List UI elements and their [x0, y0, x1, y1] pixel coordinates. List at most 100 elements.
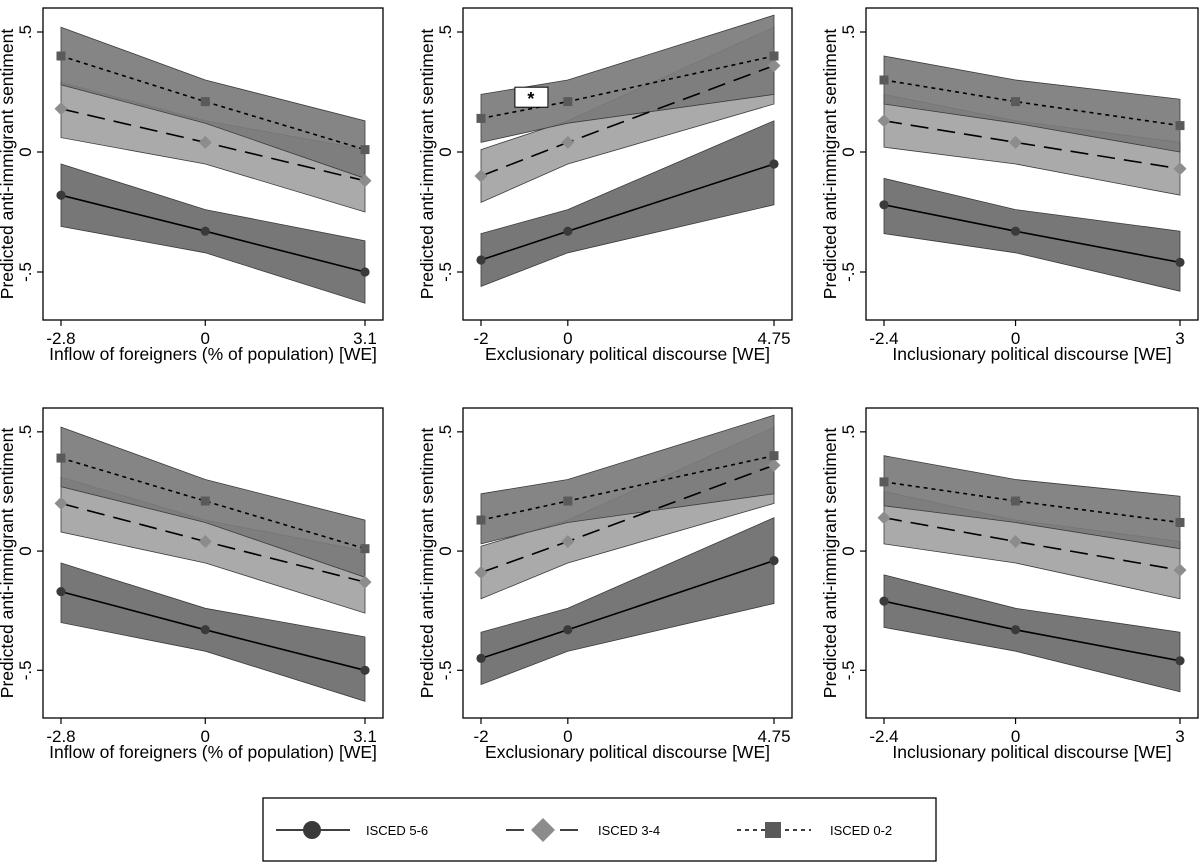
legend-marker-diamond — [531, 818, 555, 842]
data-point-isced-5-6 — [56, 587, 66, 597]
data-point-isced-3-4 — [1009, 135, 1023, 149]
data-point-isced-3-4 — [877, 511, 891, 525]
y-tick-label: .5 — [436, 25, 455, 39]
x-tick-label: 0 — [563, 727, 572, 746]
data-point-isced-0-2 — [563, 496, 573, 506]
data-point-isced-5-6 — [769, 159, 779, 169]
data-point-isced-3-4 — [561, 535, 575, 549]
x-tick-label: 0 — [1011, 727, 1020, 746]
data-point-isced-0-2 — [476, 113, 486, 123]
data-point-isced-0-2 — [1011, 496, 1021, 506]
series-line-isced-3-4 — [883, 516, 1181, 571]
y-tick-label: -.5 — [839, 262, 858, 282]
y-tick-label: -.5 — [16, 262, 35, 282]
legend-box — [262, 797, 937, 862]
x-tick-label: 0 — [201, 329, 210, 348]
data-point-isced-3-4 — [198, 135, 212, 149]
data-point-isced-3-4 — [877, 114, 891, 128]
data-point-isced-5-6 — [769, 556, 779, 566]
y-tick-label: .5 — [839, 25, 858, 39]
ci-band-isced-0-2 — [883, 455, 1181, 550]
x-axis-title: Inclusionary political discourse [WE] — [892, 344, 1171, 364]
x-tick-label: -2.8 — [46, 329, 75, 348]
data-point-isced-5-6 — [1175, 257, 1185, 267]
data-point-isced-5-6 — [200, 226, 210, 236]
y-axis-title: Predicted anti-immigrant sentiment — [417, 428, 437, 699]
y-tick-label: -.5 — [436, 262, 455, 282]
x-axis-title: Inclusionary political discourse [WE] — [892, 742, 1171, 762]
x-tick-label: 3.1 — [353, 329, 377, 348]
y-tick-label: 0 — [436, 147, 455, 156]
legend-label: ISCED 0-2 — [830, 823, 892, 838]
x-tick-label: -2.8 — [46, 727, 75, 746]
data-point-isced-5-6 — [200, 625, 210, 635]
data-point-isced-3-4 — [358, 174, 372, 188]
data-point-isced-3-4 — [54, 102, 68, 116]
series-line-isced-0-2 — [60, 457, 366, 550]
series-line-isced-3-4 — [883, 120, 1181, 170]
data-point-isced-3-4 — [767, 59, 781, 73]
x-tick-label: -2.4 — [869, 727, 898, 746]
x-tick-label: 0 — [563, 329, 572, 348]
legend-marker-square — [765, 822, 781, 838]
ci-band-isced-0-2 — [883, 55, 1181, 153]
y-tick-label: .5 — [436, 425, 455, 439]
data-point-isced-3-4 — [767, 458, 781, 472]
data-point-isced-0-2 — [56, 51, 66, 61]
y-axis-title: Predicted anti-immigrant sentiment — [0, 29, 17, 300]
x-tick-label: 0 — [201, 727, 210, 746]
data-point-isced-5-6 — [476, 255, 486, 265]
x-axis-title: Exclusionary political discourse [WE] — [485, 344, 770, 364]
y-tick-label: -.5 — [436, 660, 455, 680]
x-tick-label: 4.75 — [757, 329, 790, 348]
data-point-isced-0-2 — [769, 451, 779, 461]
y-tick-label: 0 — [16, 147, 35, 156]
data-point-isced-3-4 — [358, 575, 372, 589]
data-point-isced-0-2 — [360, 544, 370, 554]
data-point-isced-5-6 — [879, 200, 889, 210]
y-tick-label: .5 — [839, 425, 858, 439]
data-point-isced-5-6 — [56, 190, 66, 200]
x-tick-label: 4.75 — [757, 727, 790, 746]
plot-frame — [865, 407, 1199, 719]
y-tick-label: 0 — [839, 147, 858, 156]
data-point-isced-0-2 — [1175, 121, 1185, 131]
data-point-isced-3-4 — [1009, 535, 1023, 549]
legend: ISCED 5-6 ISCED 3-4 ISCED 0-2 — [262, 797, 937, 862]
x-tick-label: 3 — [1175, 727, 1184, 746]
data-point-isced-5-6 — [1010, 625, 1021, 635]
ci-band-isced-5-6 — [480, 120, 775, 287]
y-tick-label: -.5 — [16, 660, 35, 680]
data-point-isced-5-6 — [360, 267, 370, 277]
x-tick-label: 3.1 — [353, 727, 377, 746]
data-point-isced-3-4 — [54, 496, 68, 510]
data-point-isced-0-2 — [1011, 97, 1021, 107]
data-point-isced-5-6 — [1010, 226, 1021, 236]
ci-band-isced-5-6 — [480, 517, 775, 686]
y-tick-label: 0 — [436, 546, 455, 555]
annotation-text: * — [527, 89, 534, 109]
x-tick-label: -2 — [473, 329, 488, 348]
data-point-isced-0-2 — [476, 515, 486, 525]
y-tick-label: .5 — [16, 425, 35, 439]
y-tick-label: 0 — [16, 546, 35, 555]
legend-marker-circle — [303, 821, 321, 839]
y-axis-title: Predicted anti-immigrant sentiment — [820, 428, 840, 699]
x-tick-label: 0 — [1011, 329, 1020, 348]
data-point-isced-3-4 — [561, 135, 575, 149]
data-point-isced-3-4 — [1173, 162, 1187, 176]
y-axis-title: Predicted anti-immigrant sentiment — [820, 29, 840, 300]
x-axis-title: Inflow of foreigners (% of population) [… — [49, 742, 377, 762]
data-point-isced-0-2 — [879, 75, 889, 85]
data-point-isced-0-2 — [769, 51, 779, 61]
y-axis-title: Predicted anti-immigrant sentiment — [417, 29, 437, 300]
data-point-isced-3-4 — [474, 566, 488, 580]
plot-frame — [42, 7, 384, 321]
data-point-isced-3-4 — [198, 535, 212, 549]
data-point-isced-5-6 — [879, 596, 889, 606]
x-tick-label: -2 — [473, 727, 488, 746]
